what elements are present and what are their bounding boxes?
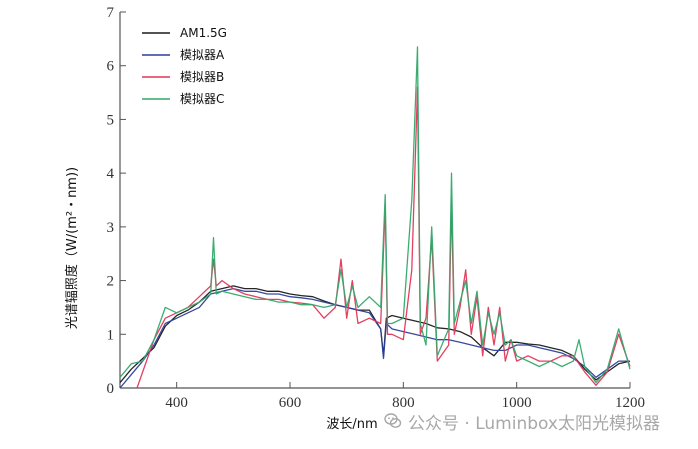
x-tick-label: 600 [279, 395, 302, 411]
chart-series-layer [119, 46, 631, 389]
legend-label: 模拟器B [180, 70, 224, 84]
x-tick-label: 1200 [615, 395, 645, 411]
x-tick-label: 400 [165, 395, 188, 411]
x-tick-label: 800 [392, 395, 415, 411]
y-tick-label: 5 [107, 112, 115, 128]
y-tick-label: 6 [107, 59, 115, 75]
series-line [119, 287, 630, 389]
legend-label: 模拟器A [180, 48, 225, 62]
series-line [136, 86, 631, 389]
y-tick-label: 1 [107, 327, 115, 343]
legend-label: AM1.5G [180, 26, 227, 40]
y-tick-label: 2 [107, 274, 115, 290]
wechat-icon [384, 413, 402, 428]
chart-axes [119, 12, 630, 389]
y-axis-label: 光谱辐照度（W/(m²・nm)) [64, 167, 80, 329]
y-tick-label: 7 [107, 5, 115, 21]
legend-label: 模拟器C [180, 92, 224, 106]
series-line [119, 46, 631, 384]
watermark: 公众号 · Luminbox太阳光模拟器 [384, 410, 660, 434]
chart-legend: AM1.5G 模拟器A 模拟器B 模拟器C [142, 26, 227, 106]
x-tick-label: 1000 [502, 395, 532, 411]
watermark-text: 公众号 · Luminbox太阳光模拟器 [408, 413, 660, 434]
x-axis-label: 波长/nm [326, 417, 377, 432]
y-tick-label: 0 [107, 381, 115, 397]
chart-tick-layer: 400 600 800 1000 1200 0 1 2 3 4 5 6 7 [107, 5, 646, 411]
y-tick-label: 3 [107, 220, 115, 236]
series-line [119, 285, 631, 384]
y-tick-label: 4 [107, 166, 115, 182]
